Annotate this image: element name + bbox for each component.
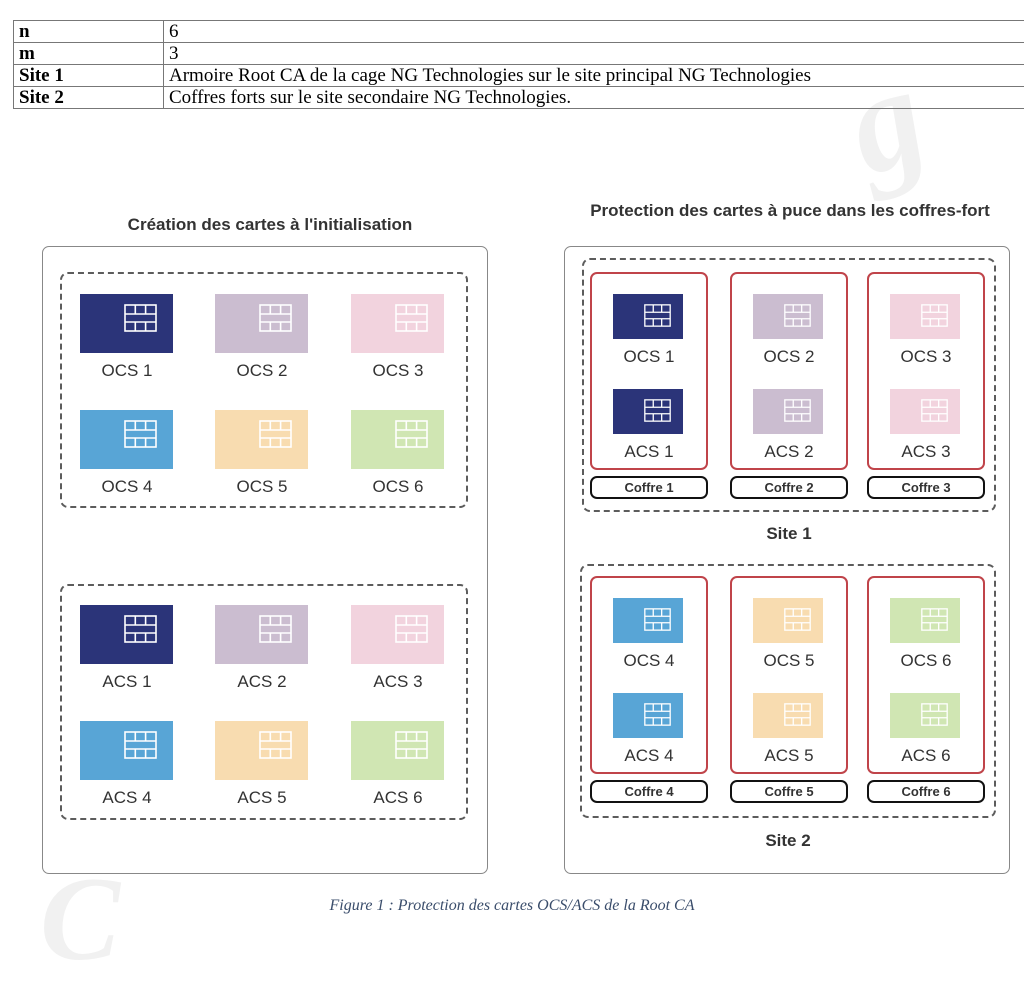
acs-2-label: ACS 2 <box>729 442 849 462</box>
acs-5-label: ACS 5 <box>729 746 849 766</box>
acs-6-card <box>351 721 444 780</box>
acs-5-card <box>753 693 823 738</box>
ocs-6-card <box>890 598 960 643</box>
acs-4-card <box>613 693 683 738</box>
acs-3-label: ACS 3 <box>338 672 458 692</box>
ocs-2-label: OCS 2 <box>729 347 849 367</box>
acs-3-card <box>890 389 960 434</box>
smartcard-chip-icon <box>644 399 671 422</box>
smartcard-chip-icon <box>259 304 292 332</box>
acs-1-card <box>613 389 683 434</box>
coffre-label: Coffre 2 <box>730 476 848 499</box>
ocs-6-label: OCS 6 <box>866 651 986 671</box>
acs-1-label: ACS 1 <box>67 672 187 692</box>
coffre-label: Coffre 3 <box>867 476 985 499</box>
ocs-3-label: OCS 3 <box>866 347 986 367</box>
right-panel-title: Protection des cartes à puce dans les co… <box>580 200 1000 221</box>
site-2-label: Site 2 <box>580 831 996 851</box>
smartcard-chip-icon <box>395 420 428 448</box>
ocs-2-label: OCS 2 <box>202 361 322 381</box>
acs-3-card <box>351 605 444 664</box>
ocs-4-card <box>80 410 173 469</box>
smartcard-chip-icon <box>395 304 428 332</box>
ocs-2-card <box>753 294 823 339</box>
ocs-1-card <box>80 294 173 353</box>
smartcard-chip-icon <box>124 731 157 759</box>
smartcard-chip-icon <box>644 703 671 726</box>
smartcard-chip-icon <box>259 420 292 448</box>
site-1-label: Site 1 <box>582 524 996 544</box>
smartcard-chip-icon <box>395 731 428 759</box>
acs-3-label: ACS 3 <box>866 442 986 462</box>
left-panel-title: Création des cartes à l'initialisation <box>40 214 500 235</box>
acs-4-card <box>80 721 173 780</box>
ocs-1-card <box>613 294 683 339</box>
ocs-2-card <box>215 294 308 353</box>
smartcard-chip-icon <box>124 304 157 332</box>
ocs-4-label: OCS 4 <box>67 477 187 497</box>
coffre-label: Coffre 1 <box>590 476 708 499</box>
acs-5-card <box>215 721 308 780</box>
smartcard-chip-icon <box>644 608 671 631</box>
ocs-1-label: OCS 1 <box>67 361 187 381</box>
smartcard-chip-icon <box>124 420 157 448</box>
acs-2-label: ACS 2 <box>202 672 322 692</box>
smartcard-chip-icon <box>921 304 948 327</box>
smartcard-chip-icon <box>921 703 948 726</box>
acs-6-label: ACS 6 <box>338 788 458 808</box>
coffre-label: Coffre 6 <box>867 780 985 803</box>
coffre-label: Coffre 4 <box>590 780 708 803</box>
acs-5-label: ACS 5 <box>202 788 322 808</box>
smartcard-chip-icon <box>259 731 292 759</box>
ocs-5-label: OCS 5 <box>729 651 849 671</box>
smartcard-chip-icon <box>395 615 428 643</box>
ocs-4-card <box>613 598 683 643</box>
acs-4-label: ACS 4 <box>589 746 709 766</box>
ocs-3-card <box>890 294 960 339</box>
ocs-1-label: OCS 1 <box>589 347 709 367</box>
acs-2-card <box>215 605 308 664</box>
acs-4-label: ACS 4 <box>67 788 187 808</box>
acs-1-card <box>80 605 173 664</box>
smartcard-chip-icon <box>644 304 671 327</box>
ocs-3-label: OCS 3 <box>338 361 458 381</box>
smartcard-chip-icon <box>784 304 811 327</box>
smartcard-chip-icon <box>259 615 292 643</box>
acs-2-card <box>753 389 823 434</box>
ocs-5-card <box>215 410 308 469</box>
smartcard-chip-icon <box>784 399 811 422</box>
acs-6-label: ACS 6 <box>866 746 986 766</box>
smartcard-chip-icon <box>124 615 157 643</box>
coffre-label: Coffre 5 <box>730 780 848 803</box>
ocs-3-card <box>351 294 444 353</box>
acs-1-label: ACS 1 <box>589 442 709 462</box>
ocs-6-label: OCS 6 <box>338 477 458 497</box>
smartcard-chip-icon <box>784 703 811 726</box>
figure-caption: Figure 1 : Protection des cartes OCS/ACS… <box>0 897 1024 915</box>
ocs-4-label: OCS 4 <box>589 651 709 671</box>
ocs-6-card <box>351 410 444 469</box>
smartcard-chip-icon <box>784 608 811 631</box>
smartcard-chip-icon <box>921 608 948 631</box>
ocs-5-card <box>753 598 823 643</box>
ocs-5-label: OCS 5 <box>202 477 322 497</box>
acs-6-card <box>890 693 960 738</box>
smartcard-chip-icon <box>921 399 948 422</box>
